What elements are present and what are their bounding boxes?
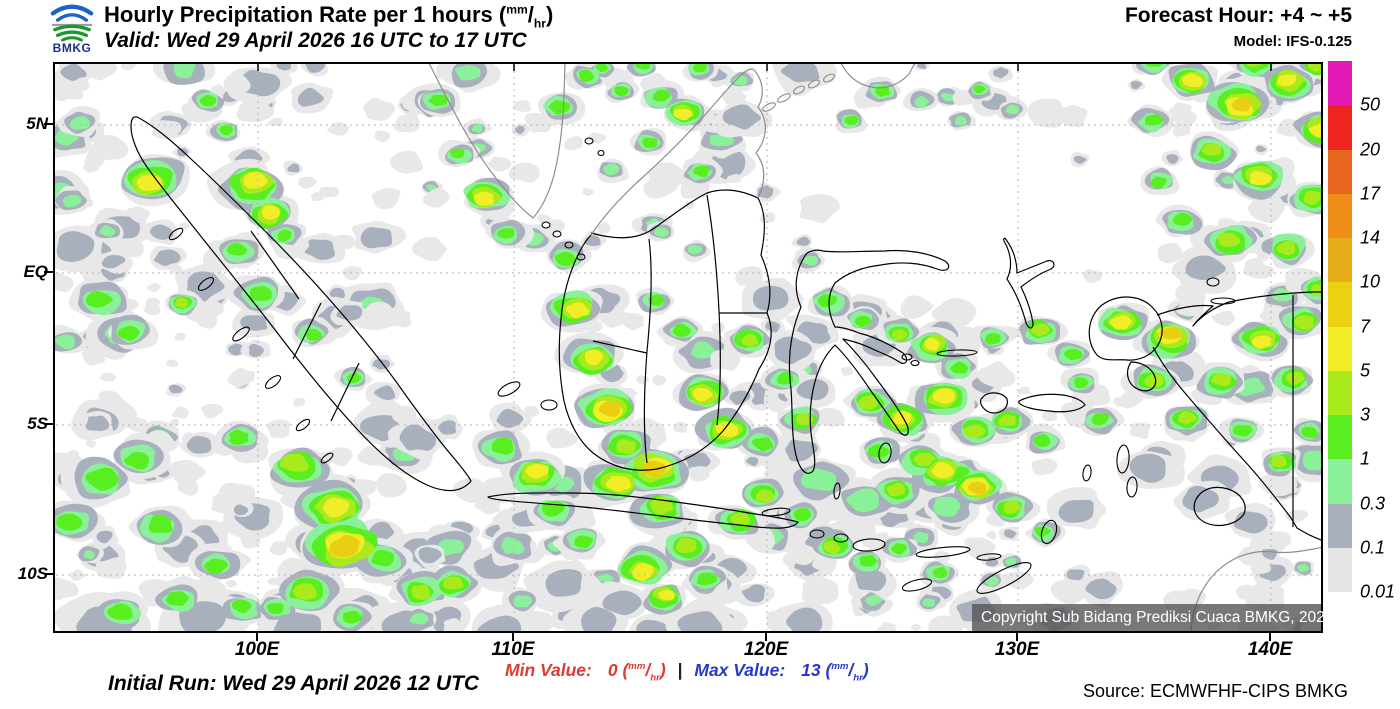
colorbar-segment-14: [1328, 193, 1352, 238]
lat-tick: [44, 271, 53, 273]
colorbar-label-0.1: 0.1: [1360, 537, 1386, 558]
colorbar-label-0.01: 0.01: [1360, 581, 1396, 602]
colorbar-label-17: 17: [1360, 183, 1381, 204]
model-label: Model: IFS-0.125: [1233, 33, 1352, 50]
copyright-overlay: Copyright Sub Bidang Prediksi Cuaca BMKG…: [972, 604, 1333, 631]
valid-range-label: Valid: Wed 29 April 2026 16 UTC to 17 UT…: [104, 29, 527, 52]
precipitation-map: [55, 64, 1321, 631]
lat-label-5n: 5N: [26, 114, 48, 133]
colorbar-segment-7: [1328, 282, 1352, 327]
max-value-label: Max Value:: [694, 660, 786, 680]
lon-label-140e: 140E: [1247, 639, 1293, 660]
colorbar-label-5: 5: [1360, 360, 1371, 381]
colorbar-label-7: 7: [1360, 316, 1371, 336]
bmkg-logo: [50, 4, 94, 42]
page-title-text: Hourly Precipitation Rate per 1 hours: [104, 2, 493, 27]
colorbar-segment-0.1: [1328, 503, 1352, 548]
colorbar-segment-17: [1328, 149, 1352, 194]
colorbar-segment-3: [1328, 370, 1352, 415]
lon-label-130e: 130E: [994, 639, 1040, 660]
lon-label-110e: 110E: [491, 639, 535, 660]
minmax-separator: |: [677, 660, 683, 680]
lat-tick: [44, 423, 53, 425]
forecast-hour-label: Forecast Hour: +4 ~ +5: [1124, 4, 1352, 27]
lon-tick: [765, 633, 767, 641]
logo-green-wave-3: [61, 36, 83, 42]
initial-run-label: Initial Run: Wed 29 April 2026 12 UTC: [108, 672, 480, 695]
source-label: Source: ECMWFHF-CIPS BMKG: [1082, 681, 1348, 701]
colorbar-segment-0.01: [1328, 547, 1352, 592]
lon-label-100e: 100E: [234, 639, 280, 660]
lon-tick: [1269, 633, 1271, 641]
minmax-values: Min Value: 0 (mm/hr) | Max Value: 13 (mm/h…: [505, 660, 869, 684]
logo-blue-wave: [50, 4, 94, 16]
min-value-unit: (mm/hr): [622, 660, 666, 684]
max-value-number: 13: [801, 660, 821, 680]
map-frame: Copyright Sub Bidang Prediksi Cuaca BMKG…: [53, 62, 1333, 633]
lon-label-120e: 120E: [743, 639, 789, 660]
lat-tick: [44, 123, 53, 125]
lat-label-eq: EQ: [23, 262, 48, 281]
colorbar-label-1: 1: [1360, 448, 1371, 469]
bmkg-logo-text: BMKG: [52, 41, 92, 55]
lon-tick: [256, 633, 258, 641]
colorbar-label-3: 3: [1360, 404, 1371, 425]
logo-blue-wave-2: [56, 13, 88, 22]
page-title: Hourly Precipitation Rate per 1 hours (m…: [104, 2, 553, 30]
colorbar-label-14: 14: [1360, 227, 1381, 248]
colorbar: [1328, 61, 1352, 592]
logo-green-wave: [53, 24, 91, 32]
min-value-label: Min Value:: [505, 660, 592, 680]
lat-label-10s: 10S: [17, 564, 48, 583]
colorbar-label-20: 20: [1360, 139, 1381, 159]
colorbar-segment-50: [1328, 61, 1352, 106]
max-value: Max Value: 13 (mm/hr): [694, 660, 869, 684]
title-unit: (mm/hr): [498, 2, 554, 31]
lat-label-5s: 5S: [27, 414, 48, 433]
colorbar-label-50: 50: [1360, 94, 1381, 115]
lon-tick: [1016, 633, 1018, 641]
colorbar-segment-5: [1328, 326, 1352, 371]
colorbar-label-10: 10: [1360, 271, 1381, 292]
logo-green-wave-2: [56, 30, 88, 38]
colorbar-segment-10: [1328, 238, 1352, 283]
lon-tick: [512, 633, 514, 641]
min-value: Min Value: 0 (mm/hr): [505, 660, 666, 684]
min-value-number: 0: [607, 660, 618, 680]
colorbar-label-0.3: 0.3: [1360, 493, 1386, 513]
colorbar-segment-0.3: [1328, 459, 1352, 504]
lat-tick: [44, 573, 53, 575]
colorbar-segment-1: [1328, 415, 1352, 460]
colorbar-segment-20: [1328, 105, 1352, 150]
max-value-unit: (mm/hr): [825, 660, 869, 684]
